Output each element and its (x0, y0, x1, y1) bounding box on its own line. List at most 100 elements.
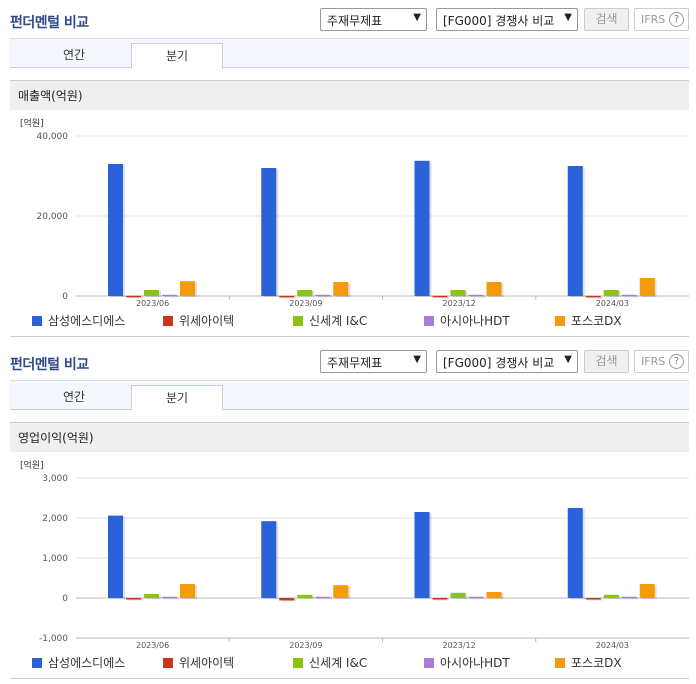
legend-swatch (32, 658, 42, 668)
bar[interactable] (450, 592, 466, 598)
operating-profit-bar-chart: [억원] 3,000 2,000 1,000 0 -1,000 2023/06 2023/09… (20, 459, 689, 650)
legend-item[interactable]: 삼성에스디에스 (32, 314, 125, 328)
legend-item[interactable]: 위세아이텍 (163, 656, 234, 670)
financial-statement-select[interactable]: 주재무제표 ▼ (320, 350, 427, 373)
legend-item[interactable]: 위세아이텍 (163, 314, 234, 328)
period-tabs: 연간 분기 (10, 38, 689, 69)
bar[interactable] (468, 596, 484, 599)
bar[interactable] (621, 294, 637, 297)
legend-item[interactable]: 아시아나HDT (424, 314, 510, 328)
bar-shadow (434, 296, 450, 299)
tab-quarterly[interactable]: 분기 (131, 385, 223, 411)
legend-item[interactable]: 포스코DX (555, 314, 622, 328)
legend-swatch (163, 316, 173, 326)
legend-item[interactable]: 삼성에스디에스 (32, 656, 125, 670)
legend-swatch (293, 658, 303, 668)
bar[interactable] (585, 598, 601, 600)
bar[interactable] (279, 598, 295, 601)
fundamental-section-sales: 펀더멘털 비교 주재무제표 ▼ [FG000] 경쟁사 비교 ▼ 검색 IFRS… (0, 0, 696, 337)
chevron-down-icon: ▼ (564, 12, 572, 23)
legend-swatch (163, 658, 173, 668)
peer-group-select[interactable]: [FG000] 경쟁사 비교 ▼ (436, 8, 578, 31)
financial-statement-select[interactable]: 주재무제표 ▼ (320, 8, 427, 31)
tab-annual[interactable]: 연간 (62, 390, 86, 404)
ifrs-help-button[interactable]: IFRS ? (634, 350, 689, 373)
x-tick-label: 2024/03 (596, 641, 629, 650)
bar-shadow (164, 295, 179, 298)
select-value: 주재무제표 (327, 14, 383, 28)
bar[interactable] (162, 596, 177, 599)
bar[interactable] (108, 515, 123, 598)
fundamental-section-operating-profit: 펀더멘털 비교 주재무제표 ▼ [FG000] 경쟁사 비교 ▼ 검색 IFRS… (0, 342, 696, 684)
legend-label: 위세아이텍 (179, 656, 235, 670)
bar[interactable] (126, 598, 141, 600)
bar-shadow (470, 597, 486, 600)
search-button[interactable]: 검색 (584, 350, 629, 373)
y-tick-label: -1,000 (39, 634, 68, 644)
toolbar: 펀더멘털 비교 주재무제표 ▼ [FG000] 경쟁사 비교 ▼ 검색 IFRS… (0, 0, 696, 38)
search-button[interactable]: 검색 (584, 8, 629, 31)
bar[interactable] (162, 294, 177, 297)
select-value: 주재무제표 (327, 356, 383, 370)
divider (10, 336, 689, 337)
bar-shadow (587, 296, 603, 299)
legend-swatch (424, 316, 434, 326)
bar[interactable] (567, 508, 583, 598)
select-value: [FG000] 경쟁사 비교 (443, 356, 555, 370)
legend-swatch (555, 658, 565, 668)
bar[interactable] (414, 160, 430, 296)
bar[interactable] (261, 168, 277, 296)
bar-shadow (317, 295, 333, 298)
bar[interactable] (486, 282, 502, 296)
bar[interactable] (486, 592, 502, 598)
bar[interactable] (585, 295, 601, 298)
legend-swatch (555, 316, 565, 326)
bar[interactable] (144, 594, 159, 598)
legend-label: 아시아나HDT (440, 314, 510, 328)
bar[interactable] (639, 278, 655, 296)
bar[interactable] (261, 521, 277, 598)
bar[interactable] (639, 584, 655, 598)
y-tick-label: 3,000 (42, 474, 68, 484)
legend-swatch (32, 316, 42, 326)
legend-label: 위세아이텍 (179, 314, 235, 328)
bar[interactable] (297, 594, 313, 598)
bar[interactable] (144, 290, 159, 296)
tab-quarterly[interactable]: 분기 (131, 43, 223, 69)
bar[interactable] (333, 282, 349, 296)
bar[interactable] (297, 290, 313, 296)
y-tick-label: 20,000 (37, 212, 69, 222)
bar[interactable] (414, 512, 430, 598)
tab-annual[interactable]: 연간 (62, 48, 86, 62)
bar[interactable] (432, 598, 448, 600)
bar[interactable] (180, 584, 195, 598)
legend-item[interactable]: 포스코DX (555, 656, 622, 670)
bar[interactable] (333, 585, 349, 598)
x-tick-label: 2023/12 (443, 299, 476, 308)
ifrs-label: IFRS (641, 13, 666, 26)
legend-item[interactable]: 신세계 I&C (293, 314, 367, 328)
bar[interactable] (180, 281, 195, 296)
chevron-down-icon: ▼ (413, 12, 421, 23)
bar[interactable] (603, 290, 619, 296)
bar[interactable] (315, 294, 331, 297)
bar[interactable] (432, 295, 448, 298)
chart-subtitle: 영업이익(억원) (10, 422, 689, 452)
bar[interactable] (450, 290, 466, 296)
bar[interactable] (567, 166, 583, 296)
peer-group-select[interactable]: [FG000] 경쟁사 비교 ▼ (436, 350, 578, 373)
bar-shadow (470, 295, 486, 298)
ifrs-help-button[interactable]: IFRS ? (634, 8, 689, 31)
bar[interactable] (108, 164, 123, 296)
bar[interactable] (621, 596, 637, 599)
bar[interactable] (315, 596, 331, 599)
select-value: [FG000] 경쟁사 비교 (443, 14, 555, 28)
bar[interactable] (126, 295, 141, 298)
legend-item[interactable]: 아시아나HDT (424, 656, 510, 670)
bar-shadow (623, 295, 639, 298)
unit-label: [억원] (20, 117, 44, 129)
legend-item[interactable]: 신세계 I&C (293, 656, 367, 670)
bar[interactable] (603, 594, 619, 598)
bar[interactable] (468, 294, 484, 297)
bar[interactable] (279, 295, 295, 298)
